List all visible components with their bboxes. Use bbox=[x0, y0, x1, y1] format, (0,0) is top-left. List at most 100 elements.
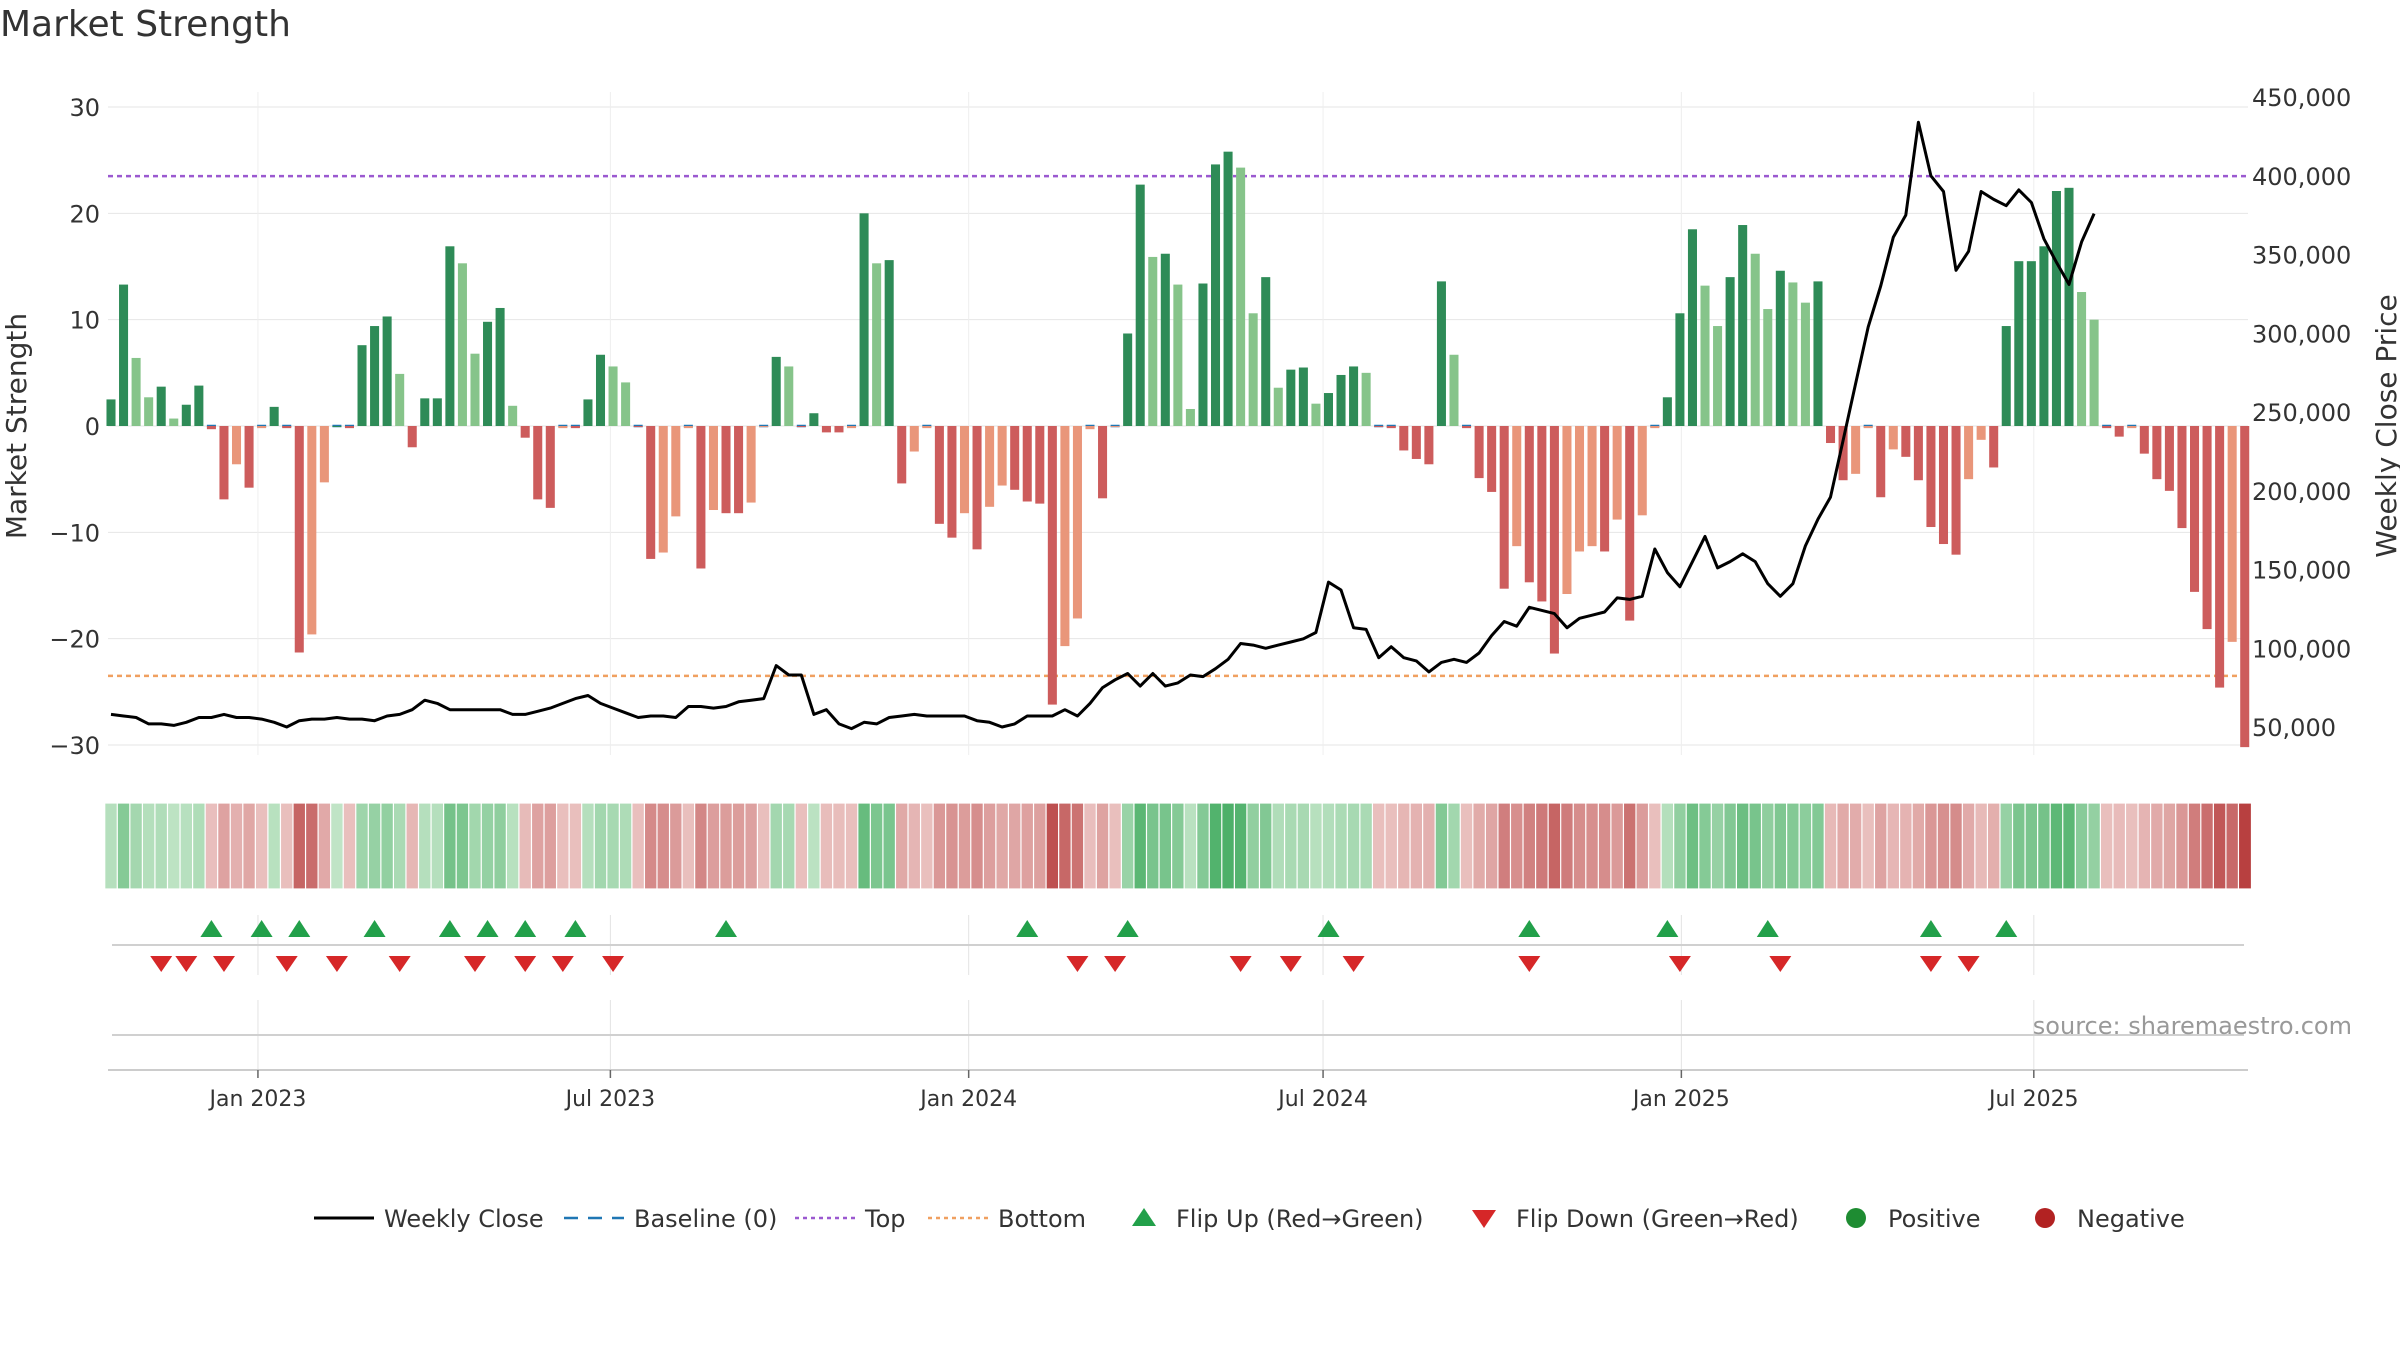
heat-cell bbox=[907, 802, 922, 890]
strength-bar bbox=[1625, 426, 1635, 621]
heat-cell bbox=[1710, 802, 1725, 890]
strength-bar bbox=[1951, 426, 1961, 555]
strength-bar bbox=[1311, 403, 1321, 426]
heat-cell bbox=[1597, 802, 1612, 890]
heat-cell bbox=[330, 802, 345, 890]
heat-cell bbox=[141, 802, 157, 890]
heat-cell bbox=[869, 802, 885, 890]
heat-cell bbox=[1145, 802, 1161, 890]
strength-bar bbox=[646, 426, 656, 559]
heat-cell bbox=[1221, 802, 1236, 890]
heat-cell bbox=[1108, 802, 1123, 890]
strength-bar bbox=[1286, 369, 1296, 426]
heat-cell bbox=[1384, 802, 1399, 890]
strength-bar bbox=[922, 426, 932, 429]
heat-cell bbox=[945, 802, 960, 890]
heat-cell bbox=[2074, 802, 2089, 890]
strength-bar bbox=[1989, 426, 1999, 468]
heat-cell bbox=[217, 802, 232, 890]
strength-bar bbox=[1499, 426, 1509, 589]
legend-item: Bottom bbox=[928, 1205, 1086, 1233]
strength-bar bbox=[1098, 426, 1108, 499]
strength-bar bbox=[1047, 426, 1057, 705]
heat-cell bbox=[1346, 802, 1361, 890]
strength-bar bbox=[119, 284, 129, 426]
heat-cell bbox=[2024, 802, 2039, 890]
heat-cell bbox=[1170, 802, 1186, 890]
heat-cell bbox=[1396, 802, 1412, 890]
strength-bar bbox=[1123, 333, 1133, 426]
heat-cell bbox=[1183, 802, 1198, 890]
strength-bar bbox=[2227, 426, 2237, 642]
strength-bar bbox=[294, 426, 304, 653]
strength-bar bbox=[2240, 426, 2250, 748]
heat-cell bbox=[555, 802, 571, 890]
flip-up-marker bbox=[1016, 920, 1039, 937]
strength-bar bbox=[194, 385, 204, 426]
heat-cell bbox=[932, 802, 947, 890]
heat-cell bbox=[1660, 802, 1675, 890]
heat-cell bbox=[731, 802, 746, 890]
heat-cell bbox=[1522, 802, 1537, 890]
heat-cell bbox=[631, 802, 646, 890]
heat-cell bbox=[1798, 802, 1813, 890]
strength-bar bbox=[2152, 426, 2162, 480]
heat-cell bbox=[2149, 802, 2165, 890]
strength-bar bbox=[169, 418, 179, 426]
strength-bar bbox=[985, 426, 995, 507]
flip-down-marker bbox=[463, 956, 486, 972]
heat-cell bbox=[2162, 802, 2177, 890]
heat-cell bbox=[593, 802, 608, 890]
flip-down-marker bbox=[1229, 956, 1252, 972]
strength-bar bbox=[231, 426, 242, 465]
heat-cell bbox=[1058, 802, 1073, 890]
flip-up-marker bbox=[1919, 920, 1942, 937]
strength-bar bbox=[2177, 426, 2187, 529]
y-left-tick-label: −20 bbox=[49, 626, 100, 654]
heat-cell bbox=[392, 802, 408, 890]
strength-bar bbox=[508, 405, 518, 426]
strength-bar bbox=[445, 246, 455, 426]
flip-up-marker bbox=[1116, 920, 1139, 937]
flip-up-marker bbox=[250, 920, 273, 937]
y-right-tick-label: 100,000 bbox=[2252, 635, 2351, 663]
strength-bar bbox=[2051, 191, 2061, 426]
heat-cell bbox=[1509, 802, 1525, 890]
strength-bar bbox=[1662, 397, 1672, 426]
flip-down-marker bbox=[150, 956, 173, 972]
strength-bar bbox=[156, 386, 166, 426]
strength-bar bbox=[219, 426, 229, 500]
legend-swatch-tri-up bbox=[1132, 1208, 1156, 1226]
strength-bar bbox=[847, 426, 857, 429]
strength-bar bbox=[2190, 426, 2200, 592]
heat-cell bbox=[1823, 802, 1838, 890]
strength-bar bbox=[1160, 253, 1170, 426]
heat-cell bbox=[1271, 802, 1286, 890]
strength-bar bbox=[1474, 426, 1484, 479]
strength-bar bbox=[2077, 292, 2087, 426]
heat-cell bbox=[618, 802, 633, 890]
flip-up-marker bbox=[200, 920, 223, 937]
strength-bar bbox=[432, 398, 442, 426]
legend-label: Negative bbox=[2077, 1205, 2185, 1233]
legend-label: Baseline (0) bbox=[634, 1205, 777, 1233]
flip-up-marker bbox=[1656, 920, 1679, 937]
heat-cell bbox=[1045, 802, 1060, 890]
heat-cell bbox=[694, 802, 709, 890]
strength-heat-strip bbox=[104, 802, 2253, 890]
heat-cell bbox=[1735, 802, 1751, 890]
flip-up-marker bbox=[1756, 920, 1779, 937]
strength-bar bbox=[721, 426, 731, 514]
heat-cell bbox=[443, 802, 458, 890]
strength-bar bbox=[1800, 302, 1810, 426]
strength-bar bbox=[1487, 426, 1497, 492]
strength-bar bbox=[1687, 229, 1697, 426]
heat-cell bbox=[1083, 802, 1098, 890]
heat-cell bbox=[2237, 802, 2253, 890]
strength-bar bbox=[934, 426, 944, 524]
heat-cell bbox=[1321, 802, 1336, 890]
heat-cell bbox=[606, 802, 621, 890]
x-tick-label: Jul 2024 bbox=[1276, 1087, 1368, 1112]
strength-bar bbox=[633, 426, 643, 428]
strength-bar bbox=[1349, 366, 1359, 426]
